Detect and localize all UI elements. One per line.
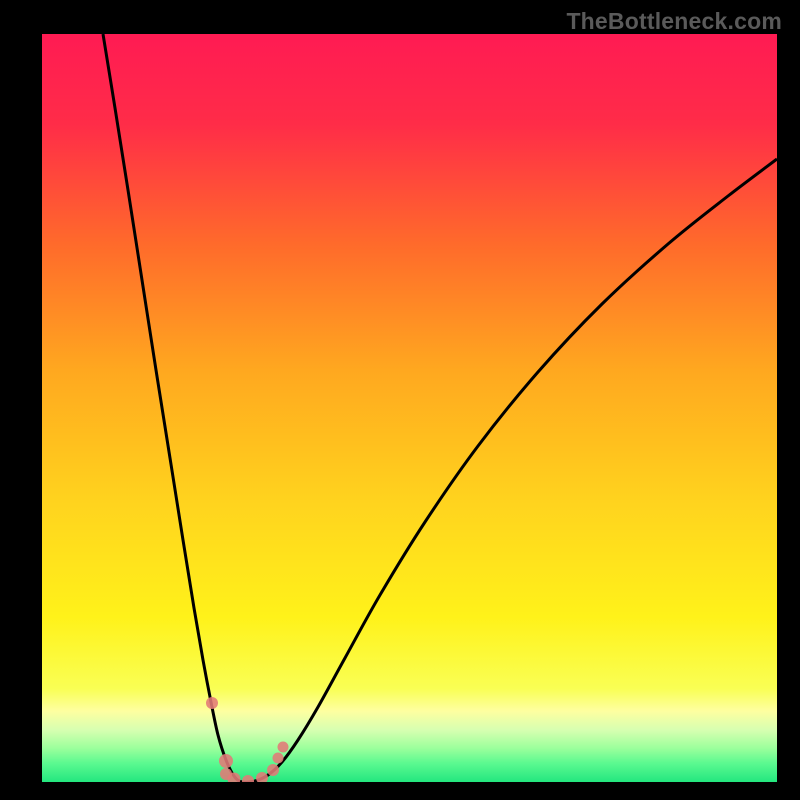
watermark-text: TheBottleneck.com bbox=[566, 8, 782, 35]
data-marker bbox=[273, 753, 284, 764]
data-marker bbox=[278, 742, 289, 753]
data-marker bbox=[267, 764, 279, 776]
gradient-background bbox=[42, 34, 777, 782]
data-marker bbox=[219, 754, 233, 768]
data-marker bbox=[206, 697, 218, 709]
chart-svg bbox=[0, 0, 800, 800]
